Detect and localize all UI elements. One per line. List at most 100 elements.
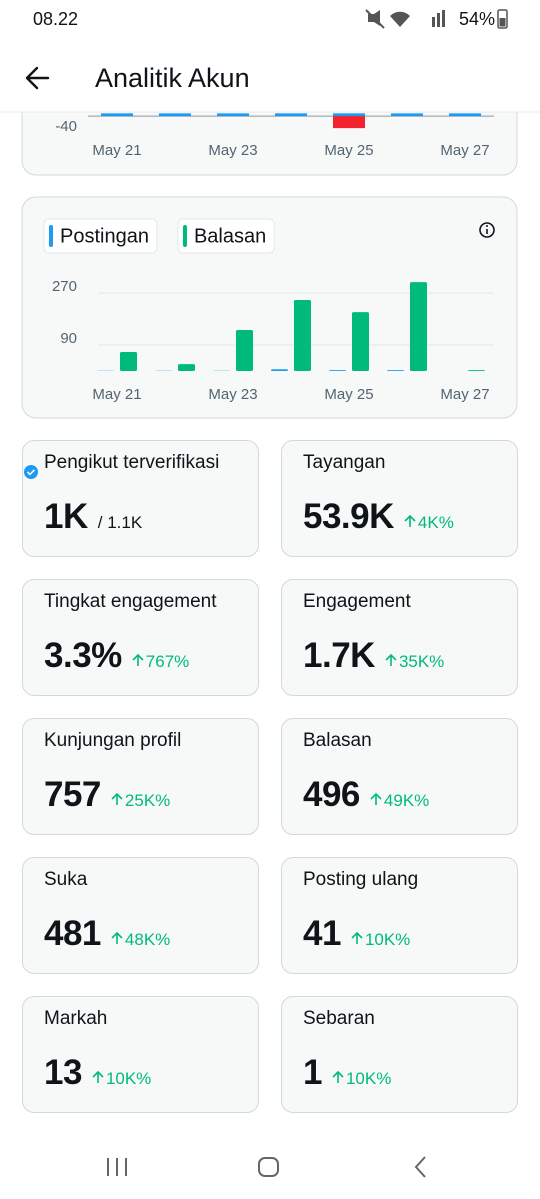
metric-card[interactable]: Suka 481 48K% — [22, 857, 259, 974]
bar — [329, 370, 346, 371]
up-arrow — [132, 653, 144, 666]
metric-row: 53.9K 4K% — [303, 497, 496, 537]
metric-total: / 1.1K — [97, 513, 143, 532]
legend-chip — [43, 218, 158, 254]
bar — [101, 113, 133, 117]
x-tick-label: May 27 — [440, 142, 489, 159]
up-arrow-path — [111, 792, 123, 805]
y-tick-label: -40 — [55, 118, 77, 135]
bar — [159, 113, 191, 117]
bar — [294, 300, 311, 371]
info-icon[interactable] — [479, 222, 495, 238]
metric-label: Suka — [44, 869, 88, 890]
metric-value: 1K — [44, 497, 88, 536]
bar — [120, 351, 137, 371]
nav-back[interactable] — [414, 1156, 426, 1178]
metric-value: 757 — [44, 775, 101, 814]
up-arrow — [111, 792, 123, 805]
metric-row: 496 49K% — [303, 775, 496, 815]
metric-change: 35K% — [385, 652, 444, 672]
metric-change-value: 10K% — [105, 1069, 152, 1088]
metric-label: Sebaran — [303, 1008, 375, 1029]
up-arrow-path — [351, 931, 363, 944]
header-bg — [0, 0, 540, 112]
metric-row: 481 48K% — [44, 914, 237, 954]
up-arrow-path — [92, 1070, 104, 1083]
content: -40 May 21 May 23 May 25 May 27 90 270 May 21 Ma… — [21, 59, 518, 419]
wifi-icon — [390, 11, 410, 27]
up-arrow — [404, 514, 416, 527]
bar — [387, 370, 404, 371]
metric-card[interactable]: Markah 13 10K% — [22, 996, 259, 1113]
metric-value: 53.9K — [303, 497, 394, 536]
metric-card[interactable]: Pengikut terverifikasi 1K / 1.1K — [22, 440, 259, 557]
legend-label: Postingan — [60, 225, 149, 247]
bar — [271, 369, 288, 371]
x-tick-label: May 23 — [208, 142, 257, 159]
metric-label: Markah — [44, 1008, 108, 1029]
metric-value: 3.3% — [44, 636, 122, 675]
status-time: 08.22 — [33, 9, 78, 29]
info-icon-dot — [486, 225, 488, 227]
badge-check — [26, 469, 36, 476]
up-arrow — [332, 1070, 344, 1083]
metric-card[interactable]: Tayangan 53.9K 4K% — [281, 440, 518, 557]
nav-home[interactable] — [258, 1157, 279, 1177]
nav-recent[interactable] — [107, 1158, 127, 1176]
bar — [391, 113, 423, 117]
bar — [275, 113, 307, 117]
nav-bar — [0, 1140, 540, 1199]
up-arrow-path — [111, 931, 123, 944]
metric-row: 757 25K% — [44, 775, 237, 815]
back-button[interactable] — [25, 66, 50, 90]
metric-change: 10K% — [351, 930, 410, 950]
metric-value: 13 — [44, 1053, 82, 1092]
battery-icon — [497, 9, 508, 29]
metric-label: Balasan — [303, 730, 372, 751]
x-tick-label: May 27 — [440, 386, 489, 403]
signal-bar — [442, 10, 445, 27]
bar — [217, 113, 249, 117]
badge-circle — [24, 465, 38, 479]
up-arrow — [351, 931, 363, 944]
metric-change-value: 10K% — [345, 1069, 392, 1088]
legend-label: Balasan — [194, 225, 266, 247]
metric-change-value: 35K% — [398, 652, 445, 671]
metric-row: 1K / 1.1K — [44, 497, 237, 537]
bar — [236, 330, 253, 371]
up-arrow — [370, 792, 382, 805]
x-tick-label: May 21 — [92, 142, 141, 159]
metric-card[interactable]: Posting ulang 41 10K% — [281, 857, 518, 974]
bar — [449, 113, 481, 117]
metric-card[interactable]: Balasan 496 49K% — [281, 718, 518, 835]
up-arrow-path — [132, 653, 144, 666]
bar — [333, 116, 365, 129]
metric-change-value: 48K% — [124, 930, 171, 949]
nav-bg — [0, 1140, 540, 1199]
x-tick-label: May 25 — [324, 142, 373, 159]
signal-bar — [432, 17, 435, 27]
metric-change: 25K% — [111, 791, 170, 811]
status-icons — [365, 9, 508, 29]
mute-slash — [365, 9, 385, 29]
bar — [178, 364, 195, 371]
metric-row: 41 10K% — [303, 914, 496, 954]
metric-card[interactable]: Tingkat engagement 3.3% 767% — [22, 579, 259, 696]
metric-change-value: 49K% — [383, 791, 430, 810]
y-tick-label: 90 — [60, 330, 77, 347]
metric-card[interactable]: Engagement 1.7K 35K% — [281, 579, 518, 696]
metric-value: 1 — [303, 1053, 322, 1092]
metric-change-value: 4K% — [417, 513, 454, 532]
metric-value: 496 — [303, 775, 360, 814]
metric-card[interactable]: Kunjungan profil 757 25K% — [22, 718, 259, 835]
metric-change: 49K% — [370, 791, 429, 811]
bar — [468, 370, 485, 371]
metric-label: Tingkat engagement — [44, 591, 217, 612]
metric-label: Posting ulang — [303, 869, 419, 890]
metric-card[interactable]: Sebaran 1 10K% — [281, 996, 518, 1113]
metric-row: 3.3% 767% — [44, 636, 237, 676]
metric-row: 1 10K% — [303, 1053, 496, 1093]
x-tick-label: May 25 — [324, 386, 373, 403]
